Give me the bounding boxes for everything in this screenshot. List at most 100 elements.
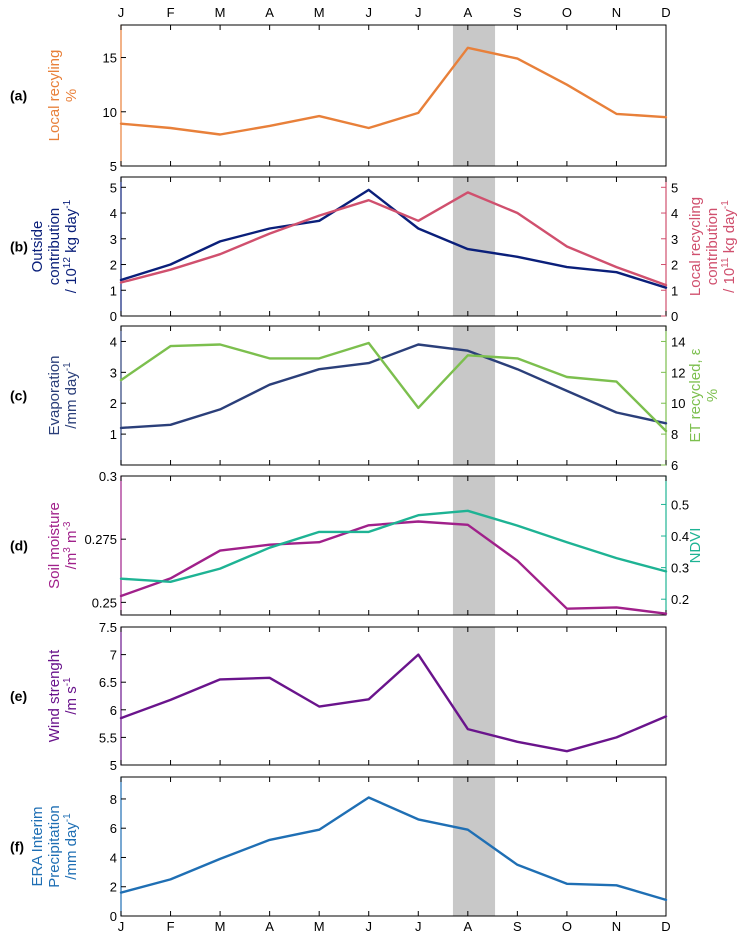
y-tick-label-left: 2 — [110, 880, 117, 895]
y-axis-label-right: Local recycling — [687, 197, 704, 296]
panel-1: J F M A M J J A S O N D 5 10 15 (a) Local recyling% — [10, 5, 671, 174]
y-axis-label-left: Precipitation — [46, 805, 63, 888]
x-tick-label: J — [118, 919, 125, 934]
y-axis-label-left: Outside — [29, 221, 46, 273]
panel-label: (e) — [10, 688, 27, 704]
x-tick-label-top: D — [661, 5, 670, 20]
y-axis-label-right: % — [704, 389, 721, 402]
shading-band-5 — [452, 627, 496, 765]
series-line-1 — [119, 343, 668, 430]
y-tick-label-left: 1 — [110, 427, 117, 442]
y-axis-label-left: / 1012​ kg day-1​ — [62, 199, 80, 293]
y-axis-label-left: /m s-1​ — [62, 677, 80, 715]
x-tick-label: O — [562, 919, 572, 934]
series-line-1 — [119, 188, 668, 289]
y-tick-label-left: 2 — [110, 396, 117, 411]
x-tick-label-top: N — [612, 5, 621, 20]
series-line-1 — [119, 653, 668, 753]
panel-4: 0.25 0.275 0.3 0.2 0.3 0.4 0.5 (d) Soil moisture… — [10, 469, 704, 616]
x-tick-label: A — [463, 919, 472, 934]
y-axis-label-right: contribution — [704, 208, 721, 286]
x-tick-label: J — [365, 919, 372, 934]
x-tick-label-top: M — [215, 5, 226, 20]
y-tick-label-left: 5.5 — [99, 730, 117, 745]
y-axis-label-left: Soil moisture — [46, 502, 63, 589]
y-tick-label-left: 5 — [110, 758, 117, 773]
y-tick-label-right: 0.3 — [671, 561, 689, 576]
y-axis-label-left: % — [63, 89, 80, 102]
y-tick-label-left: 7.5 — [99, 620, 117, 635]
series-line-2 — [119, 191, 668, 287]
x-tick-label: N — [612, 919, 621, 934]
axes-frame — [120, 776, 667, 917]
y-tick-label-left: 1 — [110, 283, 117, 298]
x-tick-label-top: A — [463, 5, 472, 20]
y-tick-label-left: 15 — [103, 51, 117, 66]
x-tick-label: A — [265, 919, 274, 934]
panel-label: (c) — [10, 388, 27, 404]
y-axis-label-left: Evaporation — [46, 355, 63, 435]
y-tick-label-right: 1 — [671, 283, 678, 298]
y-tick-label-left: 0.25 — [92, 595, 117, 610]
y-axis-label-right: NDVI — [687, 528, 704, 564]
panel-label: (b) — [10, 239, 28, 255]
x-tick-label: S — [513, 919, 522, 934]
y-axis-label-right: ET recycled, ε — [687, 348, 704, 442]
y-tick-label-right: 0.4 — [671, 529, 689, 544]
shading-band-3 — [452, 326, 496, 465]
y-axis-label-left: Local recyling — [46, 50, 63, 142]
axes-frame — [120, 176, 667, 317]
shading-band-1 — [452, 25, 496, 166]
series-line-2 — [119, 341, 668, 433]
y-tick-label-right: 6 — [671, 458, 678, 473]
shading-band-4 — [452, 476, 496, 615]
y-tick-label-right: 8 — [671, 427, 678, 442]
y-tick-label-left: 4 — [110, 334, 117, 349]
y-tick-label-left: 0.3 — [99, 469, 117, 484]
series-line-2 — [119, 509, 668, 583]
y-tick-label-right: 5 — [671, 180, 678, 195]
x-tick-label: D — [661, 919, 670, 934]
y-tick-label-left: 6 — [110, 703, 117, 718]
y-tick-label-right: 0 — [671, 309, 678, 324]
y-tick-label-left: 7 — [110, 648, 117, 663]
y-tick-label-left: 4 — [110, 850, 117, 865]
y-axis-label-left: /mm day-1​ — [62, 813, 80, 880]
y-axis-label-left: /mm day-1​ — [62, 362, 80, 429]
y-tick-label-right: 14 — [671, 334, 685, 349]
y-tick-label-left: 0.275 — [84, 532, 117, 547]
y-tick-label-left: 6.5 — [99, 675, 117, 690]
y-tick-label-right: 0.2 — [671, 592, 689, 607]
x-tick-label-top: J — [118, 5, 125, 20]
y-tick-label-left: 3 — [110, 232, 117, 247]
y-tick-label-left: 3 — [110, 365, 117, 380]
y-axis-label-left: ERA Interim — [29, 806, 46, 886]
x-tick-label-top: S — [513, 5, 522, 20]
x-tick-label-top: A — [265, 5, 274, 20]
panel-label: (d) — [10, 538, 28, 554]
y-tick-label-left: 6 — [110, 821, 117, 836]
x-tick-label: F — [167, 919, 175, 934]
panel-6: J F M A M J J A S O N D 0 2 4 6 8 (f) ERA Interim Precipita… — [10, 776, 671, 934]
axes-frame — [120, 626, 667, 766]
summer-shading-layer — [452, 25, 496, 916]
y-tick-label-right: 3 — [671, 232, 678, 247]
y-tick-label-left: 4 — [110, 206, 117, 221]
y-axis-label-left: Wind strenght — [46, 649, 63, 742]
y-tick-label-left: 10 — [103, 105, 117, 120]
panel-label: (f) — [10, 839, 24, 855]
y-tick-label-right: 12 — [671, 365, 685, 380]
y-tick-label-right: 10 — [671, 396, 685, 411]
series-line-1 — [119, 46, 668, 136]
x-tick-label: M — [215, 919, 226, 934]
shading-band-6 — [452, 777, 496, 916]
series-line-1 — [119, 520, 668, 615]
y-tick-label-right: 2 — [671, 258, 678, 273]
y-axis-label-right: / 1011​ kg day-1​ — [720, 200, 738, 293]
y-tick-label-left: 0 — [110, 309, 117, 324]
y-axis-label-left: /m3​ m-3​ — [62, 521, 80, 569]
